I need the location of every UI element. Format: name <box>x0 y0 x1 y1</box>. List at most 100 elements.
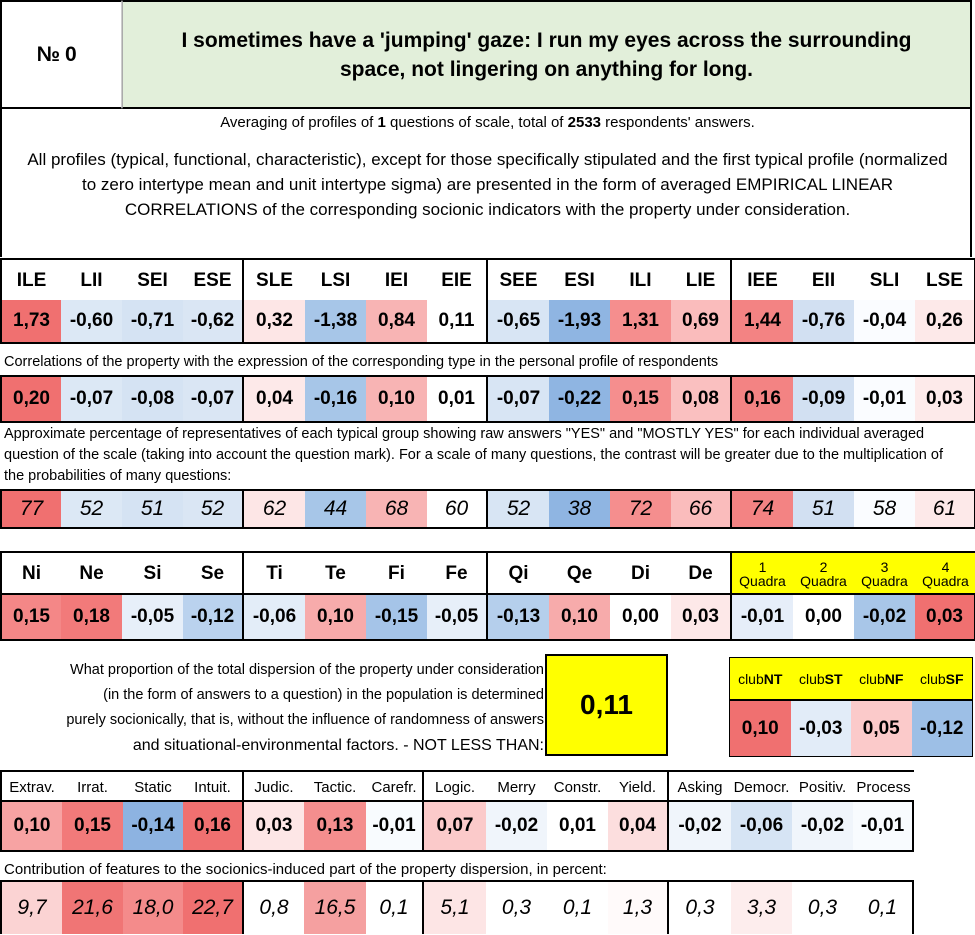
feature-correlation-cell: -0,02 <box>792 802 853 850</box>
type-header-lie: LIE <box>671 260 732 302</box>
feature-correlation-cell: -0,14 <box>123 802 183 850</box>
club-header-nf: club NF <box>859 670 904 687</box>
type-percentage-cell: 72 <box>610 491 671 527</box>
feature-header-irrat: Irrat. <box>77 778 108 796</box>
feature-contribution-cell: 0,1 <box>547 882 608 934</box>
type-percentage-row: 77 52 51 52 62 44 68 60 52 38 72 66 74 51 58 61 <box>0 489 975 529</box>
feature-contribution-cell: 18,0 <box>123 882 183 934</box>
type-percentage-cell: 52 <box>488 491 549 527</box>
type-profile-cell: -0,71 <box>122 300 183 342</box>
function-header-ti: Ti <box>266 563 283 584</box>
intro-frame <box>0 109 972 257</box>
type-profile-cell: 0,11 <box>427 300 488 342</box>
feature-header-process: Process <box>856 778 911 796</box>
type-header-eie: EIE <box>427 260 488 302</box>
feature-header-tactic: Tactic. <box>313 778 357 796</box>
type-percentage-cell: 51 <box>122 491 183 527</box>
type-header-esi: ESI <box>564 270 595 291</box>
feature-header-merry: Merry <box>497 778 536 796</box>
type-header-iee: IEE <box>747 270 778 291</box>
type-correlation-cell: -0,08 <box>122 377 183 421</box>
type-profile-cell: -0,65 <box>488 300 549 342</box>
type-profile-cell: 0,69 <box>671 300 732 342</box>
type-percentage-cell: 68 <box>366 491 427 527</box>
feature-correlation-cell: 0,10 <box>0 802 62 850</box>
function-correlation-cell: 0,15 <box>0 595 61 639</box>
quadra-header-2: 2 Quadra <box>793 553 854 595</box>
feature-correlation-cell: -0,02 <box>669 802 731 850</box>
feature-contribution-cell: 0,1 <box>366 882 424 934</box>
feature-header-intuit: Intuit. <box>183 772 244 802</box>
club-correlation-cell: 0,10 <box>730 701 791 756</box>
type-correlation-cell: 0,20 <box>0 377 61 421</box>
feature-header-judic: Judic. <box>254 778 294 796</box>
type-profile-cell: -1,93 <box>549 300 610 342</box>
dispersion-text: What proportion of the total dispersion … <box>66 662 544 754</box>
feature-correlation-cell: 0,13 <box>304 802 366 850</box>
quadra-correlation-cell: 0,03 <box>915 595 975 639</box>
feature-correlation-cell: 0,15 <box>62 802 123 850</box>
type-header-sle: SLE <box>256 270 293 291</box>
type-header-iei: IEI <box>384 270 409 291</box>
type-header-row: ILE LII SEI ESE SLE LSI IEI EIE SEE ESI ILI LIE IEE E… <box>0 258 975 304</box>
function-header-qe: Qe <box>566 563 593 584</box>
function-header-de: De <box>671 553 732 595</box>
function-header-si: Si <box>143 563 162 584</box>
type-correlation-cell: -0,16 <box>305 377 366 421</box>
quadra-correlation-cell: 0,00 <box>793 595 854 639</box>
type-percentage-cell: 61 <box>915 491 975 527</box>
function-correlation-cell: -0,05 <box>427 595 488 639</box>
feature-correlation-cell: -0,06 <box>731 802 792 850</box>
type-correlation-cell: 0,03 <box>915 377 975 421</box>
club-correlation-row: 0,10 -0,03 0,05 -0,12 <box>729 699 973 757</box>
function-header-ni: Ni <box>0 553 61 595</box>
correlations-caption: Correlations of the property with the ex… <box>4 354 719 370</box>
type-percentage-cell: 52 <box>183 491 244 527</box>
type-header-sli: SLI <box>869 270 900 291</box>
question-number-label: № <box>0 0 62 109</box>
type-percentage-cell: 77 <box>0 491 61 527</box>
type-correlation-cell: -0,22 <box>549 377 610 421</box>
function-header-di: Di <box>631 563 650 584</box>
feature-contribution-cell: 0,3 <box>792 882 853 934</box>
function-header-te: Te <box>325 563 346 584</box>
type-correlation-cell: -0,07 <box>183 377 244 421</box>
type-correlation-cell: 0,16 <box>732 377 793 421</box>
type-profile-cell: -0,62 <box>183 300 244 342</box>
quadra-header-4: 4 Quadra <box>915 553 975 595</box>
club-correlation-cell: 0,05 <box>851 701 912 756</box>
feature-correlation-cell: 0,01 <box>547 802 608 850</box>
feature-header-carefr: Carefr. <box>366 772 424 802</box>
type-header-eii: EII <box>811 270 836 291</box>
function-header-row: Ni Ne Si Se Ti Te Fi Fe Qi Qe Di De 1 Quadra 2 Quadra 3 Q… <box>0 551 975 595</box>
question-number-value: 0 <box>62 0 122 109</box>
feature-header-positiv: Positiv. <box>798 778 847 796</box>
club-header-sf: club SF <box>919 670 964 687</box>
type-percentage-cell: 52 <box>61 491 122 527</box>
type-correlation-cell: 0,08 <box>671 377 732 421</box>
function-correlation-cell: -0,05 <box>122 595 183 639</box>
type-profile-row: 1,73 -0,60 -0,71 -0,62 0,32 -1,38 0,84 0,11 -0,6… <box>0 300 975 344</box>
club-correlation-cell: -0,12 <box>911 701 972 756</box>
function-correlation-cell: -0,15 <box>366 595 427 639</box>
type-header-ili: ILI <box>629 270 652 291</box>
function-header-fi: Fi <box>388 563 405 584</box>
feature-correlation-cell: -0,02 <box>486 802 547 850</box>
question-text: I sometimes have a 'jumping' gaze: I run… <box>122 0 972 109</box>
function-correlation-cell: -0,12 <box>183 595 244 639</box>
function-correlation-cell: -0,06 <box>244 595 305 639</box>
type-profile-cell: 1,31 <box>610 300 671 342</box>
type-profile-cell: 1,73 <box>0 300 61 342</box>
type-profile-cell: -0,76 <box>793 300 854 342</box>
type-percentage-cell: 44 <box>305 491 366 527</box>
profiles-note: All profiles (typical, functional, chara… <box>27 150 948 219</box>
type-profile-cell: 0,26 <box>915 300 975 342</box>
feature-contribution-cell: 0,1 <box>853 882 914 934</box>
function-correlation-cell: 0,10 <box>549 595 610 639</box>
club-header-row: club NT club ST club NF club SF <box>729 657 973 699</box>
percentage-caption: Approximate percentage of representative… <box>4 426 943 484</box>
club-header-st: club ST <box>798 670 843 687</box>
feature-contribution-cell: 9,7 <box>0 882 62 934</box>
feature-contribution-row: 9,7 21,6 18,0 22,7 0,8 16,5 0,1 5,1 0,3 0,1 1,3 0,3… <box>0 880 914 934</box>
contribution-caption: Contribution of features to the sociоnic… <box>4 861 607 878</box>
